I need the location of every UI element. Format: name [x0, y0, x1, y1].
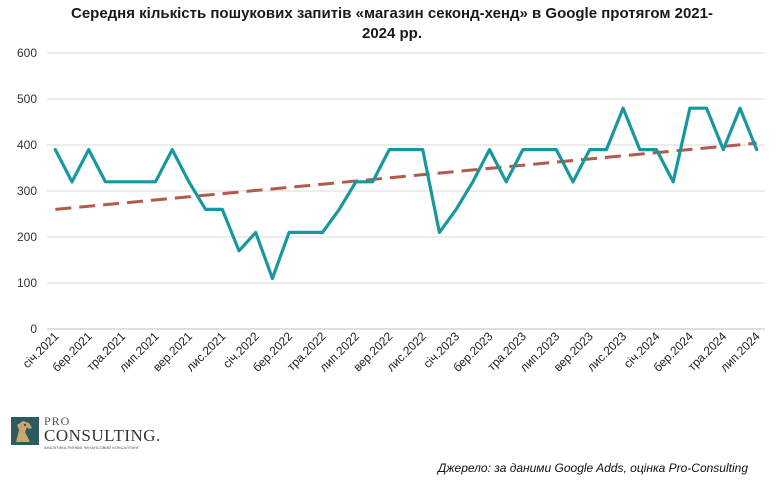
- logo-pro-text: PRO: [44, 414, 71, 428]
- logo-consulting-text: CONSULTING.: [44, 426, 161, 445]
- trendline: [55, 141, 757, 211]
- data-point: [471, 181, 474, 183]
- y-tick-label-500: 500: [17, 92, 37, 106]
- data-point: [54, 148, 57, 151]
- y-tick-label-200: 200: [17, 230, 37, 244]
- y-tick-label-300: 300: [17, 184, 37, 198]
- data-point: [522, 148, 524, 151]
- data-point: [254, 231, 257, 234]
- data-point: [638, 148, 641, 151]
- data-point: [154, 181, 157, 183]
- data-point: [104, 181, 107, 183]
- data-point: [722, 148, 725, 151]
- data-point: [221, 208, 224, 211]
- data-point: [305, 231, 307, 234]
- data-point: [71, 181, 73, 183]
- y-tick-label-0: 0: [30, 322, 37, 336]
- data-point: [605, 148, 608, 151]
- logo-tagline: АНАЛІТИКА РИНКІВ, ФІНАНСОВИЙ КОНСАЛТИНГ: [44, 445, 140, 450]
- data-point: [188, 181, 190, 183]
- data-point: [371, 181, 374, 183]
- data-point: [739, 107, 741, 109]
- source-note: Джерело: за даними Google Adds, оцінка P…: [437, 461, 748, 475]
- data-point: [672, 181, 674, 183]
- chart-title-line2: 2024 рр.: [361, 25, 423, 42]
- data-point: [705, 107, 708, 109]
- y-tick-label-600: 600: [17, 46, 37, 60]
- data-point: [488, 148, 491, 151]
- data-point: [421, 148, 424, 151]
- data-point: [438, 231, 441, 234]
- data-point: [505, 181, 507, 183]
- data-point: [538, 148, 541, 151]
- y-tick-label-100: 100: [17, 276, 37, 290]
- data-point: [271, 277, 274, 280]
- data-point: [455, 208, 457, 211]
- data-point: [204, 208, 207, 211]
- data-point: [689, 107, 691, 109]
- data-point: [655, 148, 658, 151]
- data-point: [338, 208, 341, 211]
- data-point: [238, 250, 240, 252]
- data-point: [138, 181, 140, 183]
- data-point: [121, 181, 123, 183]
- data-point: [588, 148, 591, 151]
- data-point: [388, 148, 391, 151]
- data-point: [87, 148, 90, 151]
- data-point: [355, 181, 357, 183]
- data-point: [755, 148, 758, 151]
- data-point: [405, 148, 407, 151]
- data-point: [171, 148, 174, 151]
- data-point: [321, 231, 324, 234]
- data-point: [288, 231, 290, 234]
- data-point: [572, 181, 574, 183]
- data-point: [555, 148, 558, 151]
- data-point: [622, 107, 624, 109]
- chart-title-line1: Середня кількість пошукових запитів «маг…: [70, 5, 713, 22]
- series-line-0: [53, 106, 759, 280]
- y-tick-label-400: 400: [17, 138, 37, 152]
- pro-consulting-logo: PRO CONSULTING. АНАЛІТИКА РИНКІВ, ФІНАНС…: [10, 414, 160, 454]
- logo-horse-icon: [11, 417, 39, 445]
- chart-title: Середня кількість пошукових запитів «маг…: [20, 4, 764, 44]
